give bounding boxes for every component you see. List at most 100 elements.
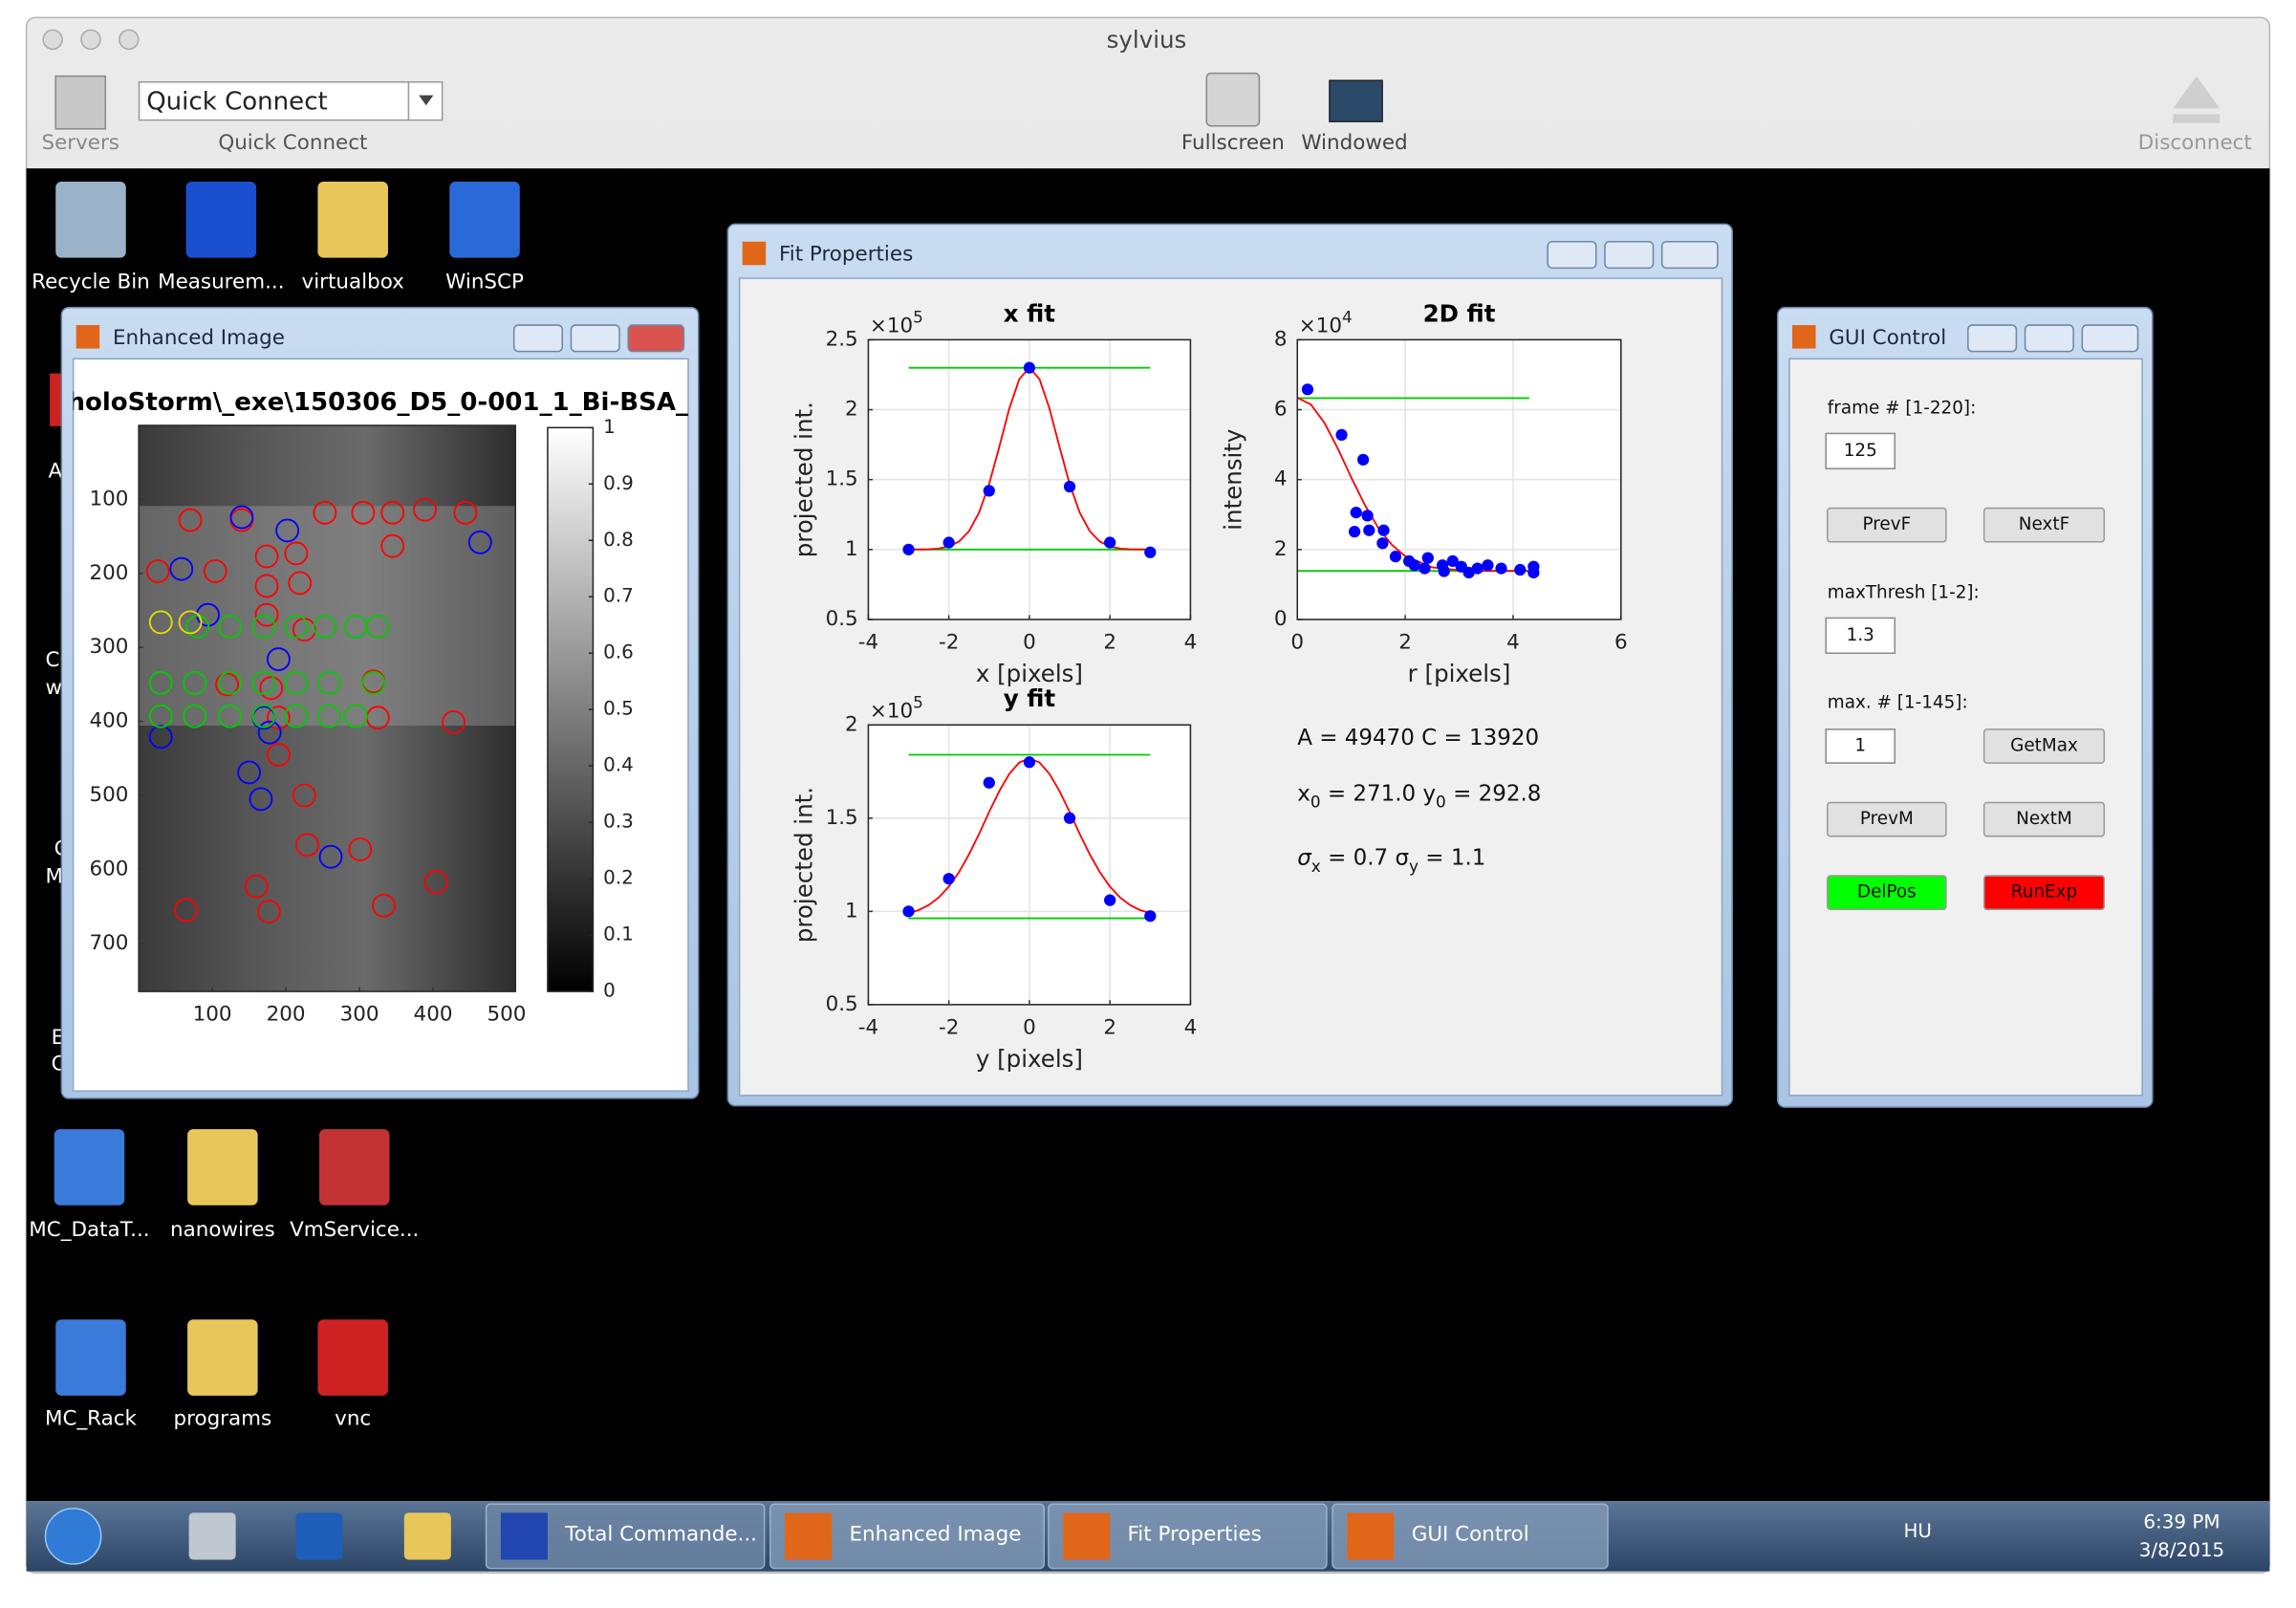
y-tick-label: 600 xyxy=(90,857,129,880)
gui-button-label[interactable]: NextM xyxy=(2016,809,2072,829)
taskbar-button-icon[interactable] xyxy=(1347,1512,1395,1560)
gui-button-label[interactable]: RunExp xyxy=(2011,882,2077,902)
desktop-icon[interactable] xyxy=(317,181,388,258)
data-point xyxy=(1363,524,1375,536)
desktop-icon-label[interactable]: programs xyxy=(174,1406,272,1430)
disconnect-icon[interactable] xyxy=(2173,76,2220,123)
desktop-icon[interactable] xyxy=(317,1319,388,1396)
desktop-icon[interactable] xyxy=(318,1129,390,1206)
close-button[interactable] xyxy=(2081,324,2139,353)
desktop-icon[interactable] xyxy=(55,181,126,258)
subscript: y xyxy=(1409,857,1419,876)
pinned-app[interactable] xyxy=(188,1512,236,1560)
pinned-app[interactable] xyxy=(295,1512,343,1560)
gui-button[interactable] xyxy=(1982,728,2106,764)
taskbar-button[interactable] xyxy=(769,1503,1046,1570)
desktop-icon-label[interactable]: virtualbox xyxy=(302,271,404,294)
minimize-dot[interactable] xyxy=(80,29,101,51)
gui-edit-value[interactable]: 125 xyxy=(1844,441,1877,461)
y-tick-label: 100 xyxy=(90,487,129,511)
minimize-button[interactable] xyxy=(1967,324,2018,353)
gui-edit-box[interactable] xyxy=(1825,432,1896,469)
gui-button-label[interactable]: PrevM xyxy=(1860,809,1914,829)
quick-connect-combo[interactable] xyxy=(138,81,444,121)
taskbar-button-icon[interactable] xyxy=(500,1512,548,1560)
close-dot[interactable] xyxy=(42,29,63,51)
desktop-icon[interactable] xyxy=(185,181,257,258)
desktop-icon[interactable] xyxy=(187,1129,258,1206)
gui-button[interactable] xyxy=(1827,507,1947,543)
taskbar-button[interactable] xyxy=(1048,1503,1328,1570)
taskbar-button-icon[interactable] xyxy=(1063,1512,1111,1560)
y-scale-base: ×10 xyxy=(870,315,913,338)
desktop-icon-label[interactable]: WinSCP xyxy=(445,271,524,294)
clock-date[interactable]: 3/8/2015 xyxy=(2139,1539,2224,1561)
zoom-dot[interactable] xyxy=(119,29,140,51)
fullscreen-icon[interactable] xyxy=(1205,72,1261,127)
gui-button-label[interactable]: NextF xyxy=(2019,514,2069,534)
servers-icon[interactable] xyxy=(54,75,107,130)
desktop-icon-label[interactable]: nanowires xyxy=(170,1218,275,1242)
clock-time[interactable]: 6:39 PM xyxy=(2143,1511,2220,1533)
y-scale-base: ×10 xyxy=(870,699,913,723)
desktop-icon-label[interactable]: MC_DataT... xyxy=(29,1218,149,1242)
taskbar-button-label[interactable]: Fit Properties xyxy=(1128,1522,1262,1546)
maximize-button[interactable] xyxy=(2024,324,2074,353)
gui-button[interactable] xyxy=(1982,875,2106,911)
gui-button[interactable] xyxy=(1827,801,1947,837)
start-button[interactable] xyxy=(44,1508,102,1565)
detection-circle xyxy=(148,704,173,728)
taskbar-button-label[interactable]: Total Commande... xyxy=(564,1522,757,1546)
gui-button-label[interactable]: GetMax xyxy=(2010,735,2078,755)
desktop-icon-label[interactable]: VmService... xyxy=(290,1218,419,1242)
detection-circle xyxy=(292,783,316,808)
gui-edit-box[interactable] xyxy=(1825,617,1896,654)
gui-edit-value[interactable]: 1.3 xyxy=(1847,625,1874,645)
data-point xyxy=(1446,554,1459,568)
detection-circle xyxy=(380,533,405,558)
data-point xyxy=(1348,526,1361,538)
windowed-label[interactable]: Windowed xyxy=(1301,131,1407,155)
taskbar-button-icon[interactable] xyxy=(785,1512,833,1560)
minimize-button[interactable] xyxy=(512,324,564,353)
desktop-icon-label[interactable]: Measurem... xyxy=(158,271,284,294)
desktop-icon[interactable] xyxy=(54,1129,125,1206)
disconnect-label[interactable]: Disconnect xyxy=(2138,131,2252,155)
quick-connect-input[interactable]: Quick Connect xyxy=(146,88,328,117)
x-tick-label: 0 xyxy=(1290,630,1304,654)
close-button[interactable] xyxy=(627,324,685,353)
desktop-icon[interactable] xyxy=(449,181,520,258)
detection-circle xyxy=(218,704,243,728)
pinned-app[interactable] xyxy=(403,1512,451,1560)
gui-button[interactable] xyxy=(1982,507,2106,543)
gui-button[interactable] xyxy=(1827,875,1947,911)
desktop-icon-label[interactable]: vnc xyxy=(335,1406,371,1430)
close-button[interactable] xyxy=(1660,240,1719,270)
windowed-icon[interactable] xyxy=(1329,79,1383,122)
taskbar-button[interactable] xyxy=(485,1503,766,1570)
parameter-text: A = 49470 C = 13920 xyxy=(1297,726,1539,750)
window-title: GUI Control xyxy=(1829,326,1946,350)
desktop-icon-label[interactable]: Recycle Bin xyxy=(32,271,150,294)
data-point xyxy=(983,776,995,789)
fullscreen-label[interactable]: Fullscreen xyxy=(1181,131,1285,155)
detection-circle xyxy=(266,706,291,730)
detection-circle xyxy=(317,670,341,695)
desktop-icon-label[interactable]: MC_Rack xyxy=(45,1406,138,1430)
desktop-icon[interactable] xyxy=(55,1319,126,1396)
gui-button-label[interactable]: DelPos xyxy=(1857,882,1917,902)
gui-edit-value[interactable]: 1 xyxy=(1854,735,1866,755)
gui-button-label[interactable]: PrevF xyxy=(1862,514,1911,534)
x-tick-label: 4 xyxy=(1506,630,1520,654)
taskbar-button[interactable] xyxy=(1332,1503,1609,1570)
gui-button[interactable] xyxy=(1982,801,2106,837)
language-indicator[interactable]: HU xyxy=(1903,1520,1932,1542)
gui-edit-box[interactable] xyxy=(1825,728,1896,764)
taskbar-button-label[interactable]: GUI Control xyxy=(1412,1522,1529,1546)
combo-arrow[interactable] xyxy=(419,95,434,106)
taskbar-button-label[interactable]: Enhanced Image xyxy=(849,1522,1021,1546)
minimize-button[interactable] xyxy=(1547,240,1597,270)
desktop-icon[interactable] xyxy=(187,1319,258,1396)
maximize-button[interactable] xyxy=(570,324,620,353)
maximize-button[interactable] xyxy=(1604,240,1655,270)
